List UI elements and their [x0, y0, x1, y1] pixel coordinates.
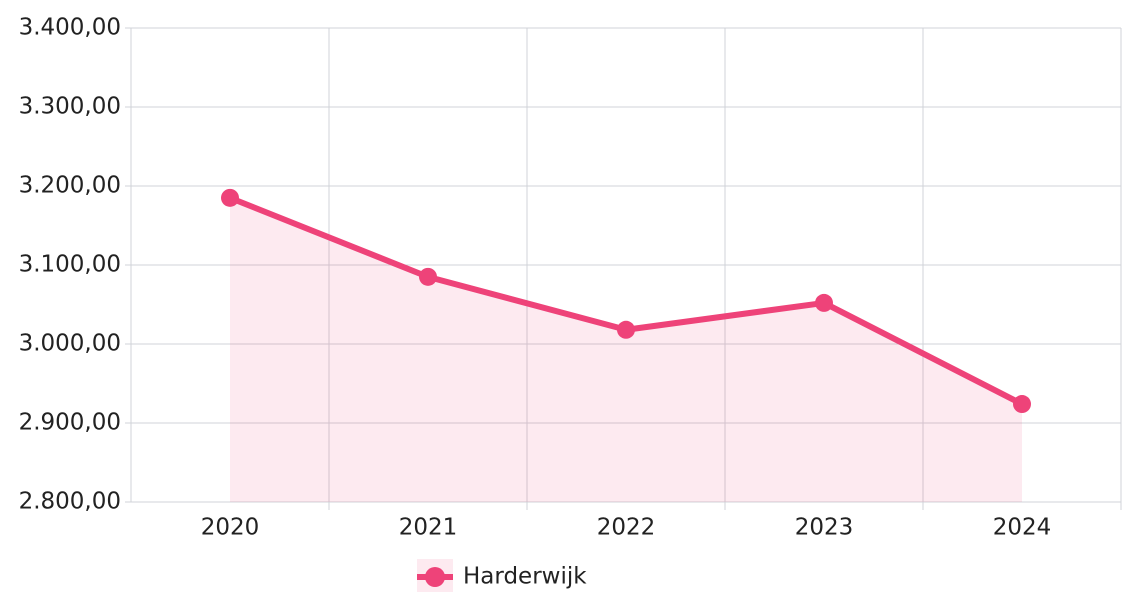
point [221, 188, 239, 207]
area [230, 197, 1022, 502]
y-tick-label: 3.300,00 [19, 94, 121, 120]
x-tick-label: 2020 [201, 515, 260, 541]
x-tick-label: 2021 [399, 515, 458, 541]
point [815, 293, 833, 312]
point [419, 267, 437, 286]
y-tick-label: 3.400,00 [19, 15, 121, 41]
point [617, 320, 635, 339]
x-tick-label: 2023 [795, 515, 854, 541]
y-tick-label: 3.000,00 [19, 331, 121, 357]
y-tick-label: 3.100,00 [19, 252, 121, 278]
y-tick-label: 3.200,00 [19, 173, 121, 199]
legend-marker [425, 567, 445, 587]
point [1013, 395, 1031, 414]
y-tick-label: 2.800,00 [19, 489, 121, 515]
y-tick-label: 2.900,00 [19, 410, 121, 436]
x-tick-label: 2022 [597, 515, 656, 541]
x-tick-label: 2024 [993, 515, 1052, 541]
legend-label: Harderwijk [463, 564, 587, 590]
